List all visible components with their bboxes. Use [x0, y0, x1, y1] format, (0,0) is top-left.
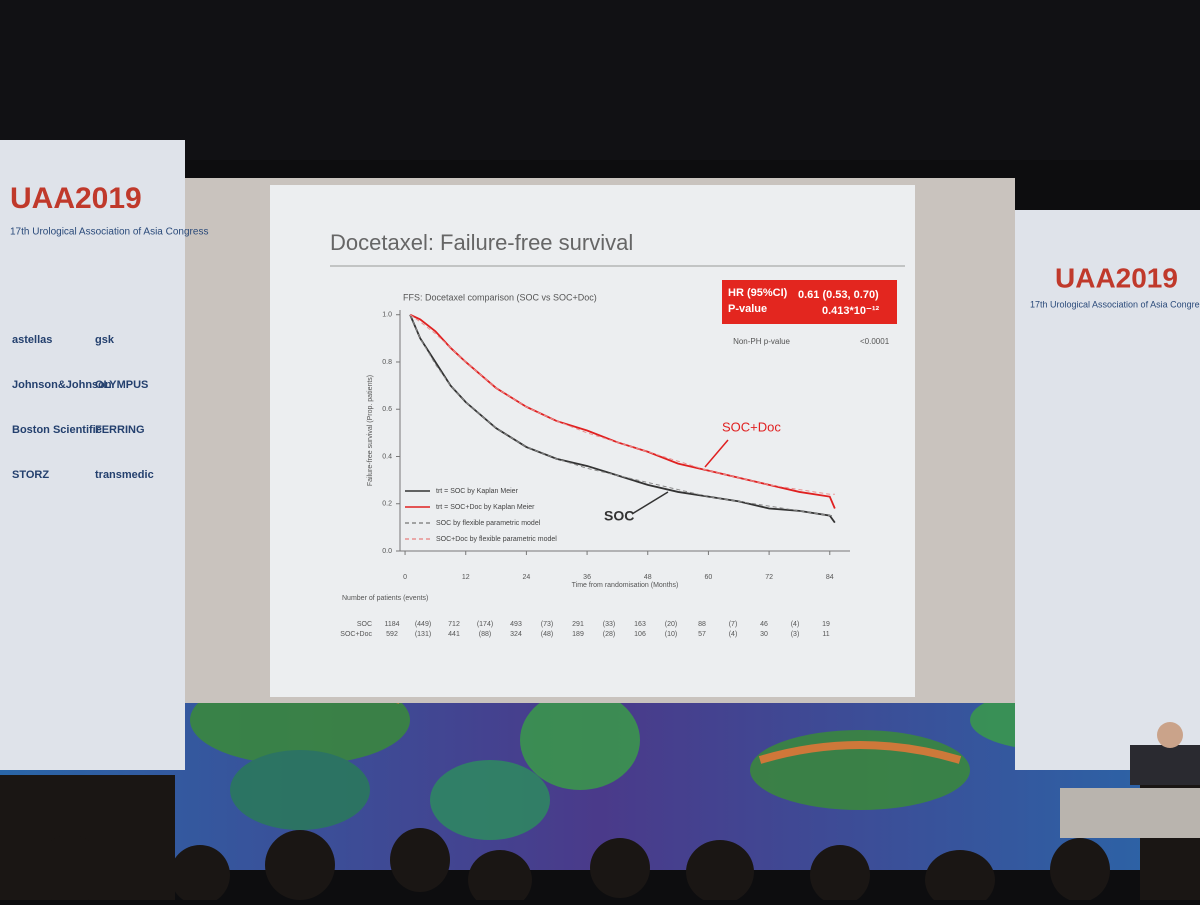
risk-cell: 592 — [386, 631, 398, 638]
banner-subtitle: 17th Urological Association of Asia Cong… — [10, 227, 208, 238]
stats-value: 0.61 (0.53, 0.70) — [798, 289, 879, 301]
risk-cell: (3) — [791, 631, 800, 638]
stats-value: 0.413*10⁻¹² — [822, 305, 880, 317]
sponsor-logo: STORZ — [12, 469, 49, 481]
risk-table-title: Number of patients (events) — [342, 595, 428, 602]
risk-cell: 291 — [572, 621, 584, 628]
y-tick-label: 0.8 — [382, 359, 392, 366]
slide-title: Docetaxel: Failure-free survival — [330, 230, 633, 255]
x-tick-label: 72 — [765, 574, 773, 581]
risk-cell: 189 — [572, 631, 584, 638]
risk-cell: (4) — [791, 621, 800, 628]
risk-cell: 46 — [760, 621, 768, 628]
risk-cell: (28) — [603, 631, 615, 638]
y-tick-label: 0.0 — [382, 548, 392, 555]
x-tick-label: 84 — [826, 574, 834, 581]
chart-title: FFS: Docetaxel comparison (SOC vs SOC+Do… — [403, 292, 597, 302]
risk-cell: (88) — [479, 631, 491, 638]
slide — [270, 185, 915, 697]
risk-cell: (131) — [415, 631, 431, 638]
y-tick-label: 1.0 — [382, 312, 392, 319]
risk-cell: 11 — [822, 631, 829, 638]
stats-label: P-value — [728, 303, 767, 315]
risk-cell: 441 — [448, 631, 460, 638]
legend-label: trt = SOC by Kaplan Meier — [436, 488, 519, 495]
risk-cell: (33) — [603, 621, 615, 628]
y-tick-label: 0.4 — [382, 453, 392, 460]
risk-cell: (73) — [541, 621, 553, 628]
x-tick-label: 48 — [644, 574, 652, 581]
banner-subtitle: 17th Urological Association of Asia Cong… — [1030, 299, 1200, 309]
annotation: SOC — [604, 508, 634, 524]
banner-logo: UAA2019 — [10, 182, 142, 215]
risk-cell: (20) — [665, 621, 677, 628]
sponsor-logo: astellas — [12, 334, 52, 346]
speaker — [1060, 722, 1200, 838]
risk-cell: 106 — [634, 631, 646, 638]
x-tick-label: 60 — [705, 574, 713, 581]
non-ph-label: Non-PH p-value — [733, 337, 790, 346]
risk-cell: (449) — [415, 621, 431, 628]
sponsor-logo: transmedic — [95, 469, 154, 481]
legend-label: SOC by flexible parametric model — [436, 520, 541, 527]
right-banner — [1015, 210, 1200, 770]
risk-cell: (10) — [665, 631, 677, 638]
sponsor-logo: gsk — [95, 334, 115, 346]
risk-cell: 324 — [510, 631, 522, 638]
sponsor-logo: Johnson&Johnson — [12, 379, 112, 391]
risk-cell: 19 — [822, 621, 830, 628]
risk-cell: 1184 — [384, 621, 399, 628]
sponsor-logo: OLYMPUS — [95, 379, 148, 391]
non-ph-value: <0.0001 — [860, 337, 890, 346]
annotation-arrow — [704, 439, 729, 468]
risk-cell: (7) — [729, 621, 738, 628]
legend-label: trt = SOC+Doc by Kaplan Meier — [436, 504, 535, 511]
banner-logo: UAA2019 — [1055, 262, 1178, 293]
risk-cell: (48) — [541, 631, 553, 638]
risk-cell: 88 — [698, 621, 706, 628]
risk-cell: (4) — [729, 631, 738, 638]
ceiling — [0, 0, 1200, 160]
risk-cell: (174) — [477, 621, 493, 628]
risk-cell: 30 — [760, 631, 768, 638]
x-tick-label: 36 — [583, 574, 591, 581]
risk-cell: 57 — [698, 631, 706, 638]
sponsor-logo: FERRING — [95, 424, 145, 436]
x-tick-label: 0 — [403, 574, 407, 581]
left-banner — [0, 140, 185, 770]
survival-curve — [409, 314, 835, 517]
risk-cell: 163 — [634, 621, 646, 628]
x-tick-label: 24 — [523, 574, 531, 581]
stats-label: HR (95%CI) — [728, 287, 788, 299]
y-tick-label: 0.6 — [382, 406, 392, 413]
risk-row-name: SOC+Doc — [340, 631, 372, 638]
stats-box — [722, 280, 897, 324]
risk-cell: 712 — [448, 621, 460, 628]
annotation: SOC+Doc — [722, 419, 781, 434]
x-tick-label: 12 — [462, 574, 470, 581]
annotation-arrow — [631, 491, 669, 515]
legend-label: SOC+Doc by flexible parametric model — [436, 536, 557, 543]
risk-row-name: SOC — [357, 621, 372, 628]
y-axis-label: Failure-free survival (Prop. patients) — [367, 375, 374, 486]
survival-curve — [409, 314, 835, 495]
sponsor-logo: Boston Scientific — [12, 424, 102, 436]
y-tick-label: 0.2 — [382, 501, 392, 508]
risk-cell: 493 — [510, 621, 522, 628]
x-axis-label: Time from randomisation (Months) — [572, 582, 679, 589]
